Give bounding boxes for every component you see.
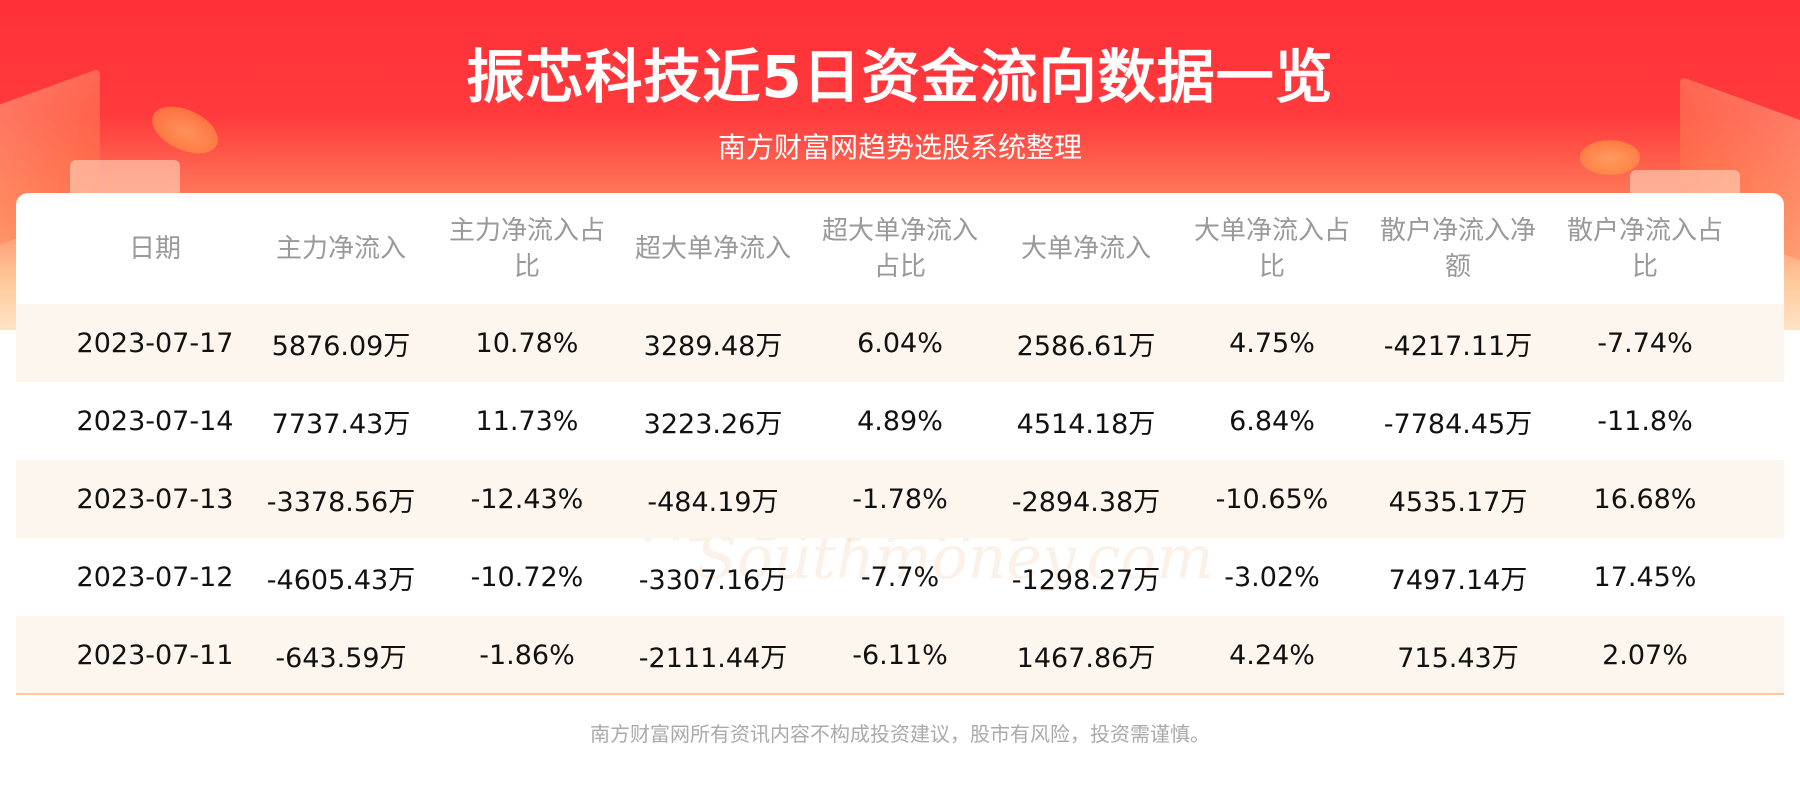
table-cell: 6.84%	[1229, 405, 1315, 437]
page-subtitle: 南方财富网趋势选股系统整理	[717, 131, 1082, 164]
table-cell: 2023-07-11	[76, 639, 234, 671]
page-title: 振芯科技近5日资金流向数据一览	[466, 43, 1334, 111]
table-cell: -643.59万	[275, 642, 407, 674]
table-cell: -10.72%	[470, 561, 584, 593]
column-header: 超大单净流入	[634, 233, 791, 264]
table-cell: 4514.18万	[1016, 408, 1156, 440]
table-cell: 4535.17万	[1388, 486, 1528, 518]
table-cell: 11.73%	[475, 405, 579, 437]
table-cell: 17.45%	[1593, 561, 1697, 593]
table-cell: -6.11%	[852, 639, 948, 671]
table-row: 2023-07-11 -643.59万 -1.86% -2111.44万 -6.11% 1…	[16, 616, 1784, 693]
column-header: 大单净流入占比	[1193, 215, 1350, 282]
table-cell: -1298.27万	[1011, 564, 1161, 596]
column-header: 超大单净流入占比	[821, 215, 978, 282]
table-cell: 6.04%	[857, 327, 943, 359]
column-header: 主力净流入占比	[448, 215, 605, 282]
table-cell: 2023-07-17	[76, 327, 234, 359]
table-cell: 2586.61万	[1016, 330, 1156, 362]
fund-flow-table: 南方财富网 Southmoney.com 日期主力净流入主力净流入占比超大单净流…	[16, 193, 1784, 695]
table-row: 2023-07-13 -3378.56万 -12.43% -484.19万 -1.78%…	[16, 460, 1784, 538]
table-cell: -484.19万	[647, 486, 779, 518]
table-cell: 7497.14万	[1388, 564, 1528, 596]
table-cell: -12.43%	[470, 483, 584, 515]
table-cell: -10.65%	[1215, 483, 1329, 515]
table-cell: 715.43万	[1397, 642, 1519, 674]
table-cell: -7784.45万	[1383, 408, 1533, 440]
table-cell: -3378.56万	[266, 486, 416, 518]
table-cell: 4.89%	[857, 405, 943, 437]
table-cell: 2023-07-14	[76, 405, 234, 437]
table-cell: -4605.43万	[266, 564, 416, 596]
table-cell: 2023-07-12	[76, 561, 234, 593]
table-cell: -3307.16万	[638, 564, 788, 596]
table-cell: -2111.44万	[638, 642, 788, 674]
table-cell: -7.74%	[1597, 327, 1693, 359]
table-cell: -2894.38万	[1011, 486, 1161, 518]
table-cell: -7.7%	[860, 561, 940, 593]
table-row: 2023-07-17 5876.09万 10.78% 3289.48万 6.04% 258…	[16, 304, 1784, 382]
column-header: 主力净流入	[275, 233, 406, 264]
column-header: 日期	[128, 233, 181, 264]
table-header: 日期 主力净流入 主力净流入占比 超大单净流入 超大单净流入占比 大单净流入 大单净流入占比…	[16, 193, 1784, 304]
table-cell: -11.8%	[1597, 405, 1693, 437]
table-cell: 2023-07-13	[76, 483, 234, 515]
decoration	[1580, 140, 1640, 175]
table-cell: 4.24%	[1229, 639, 1315, 671]
disclaimer: 南方财富网所有资讯内容不构成投资建议，股市有风险，投资需谨慎。	[590, 722, 1210, 746]
table-cell: -1.78%	[852, 483, 948, 515]
table-row: 2023-07-12 -4605.43万 -10.72% -3307.16万 -7.7%…	[16, 538, 1784, 616]
table-row: 2023-07-14 7737.43万 11.73% 3223.26万 4.89% 451…	[16, 382, 1784, 460]
table-cell: 10.78%	[475, 327, 579, 359]
table-cell: 1467.86万	[1016, 642, 1156, 674]
table-cell: 3289.48万	[643, 330, 783, 362]
table-cell: -1.86%	[479, 639, 575, 671]
table-cell: 16.68%	[1593, 483, 1697, 515]
table-cell: -4217.11万	[1383, 330, 1533, 362]
column-header: 散户净流入占比	[1566, 215, 1723, 282]
table-cell: 7737.43万	[271, 408, 411, 440]
column-header: 散户净流入净额	[1379, 215, 1536, 282]
table-cell: -3.02%	[1224, 561, 1320, 593]
table-cell: 2.07%	[1602, 639, 1688, 671]
table-cell: 4.75%	[1229, 327, 1315, 359]
table-cell: 3223.26万	[643, 408, 783, 440]
table-cell: 5876.09万	[271, 330, 411, 362]
column-header: 大单净流入	[1020, 233, 1151, 264]
